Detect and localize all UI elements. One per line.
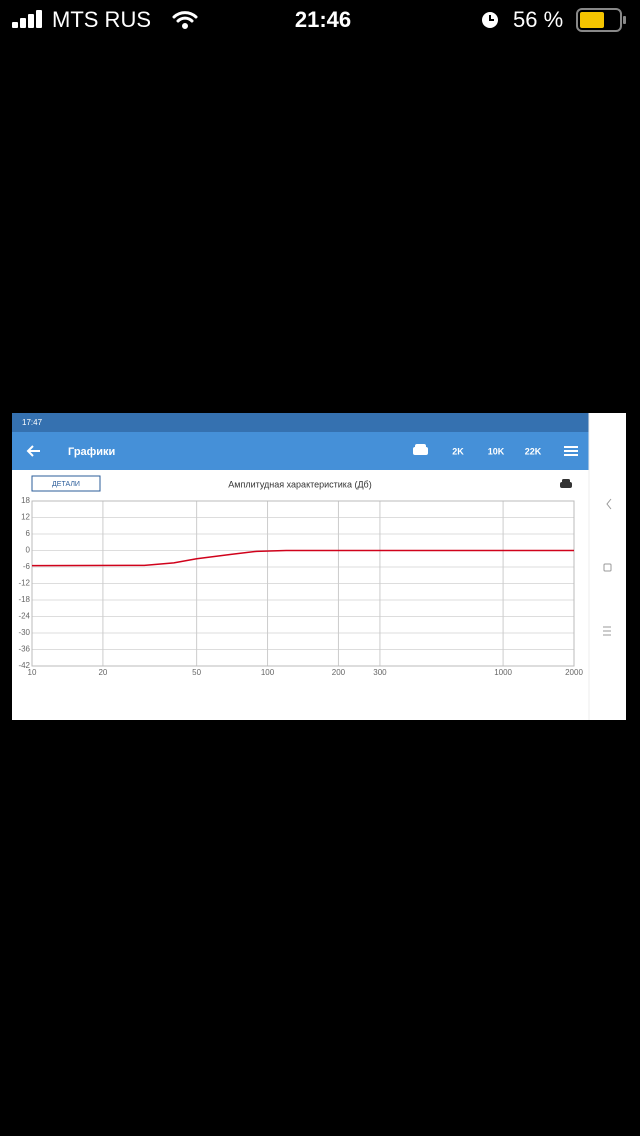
android-status-bar <box>12 413 589 432</box>
action-button[interactable]: 10K <box>488 446 505 456</box>
action-button[interactable]: 2K <box>452 446 464 456</box>
x-tick-label: 20 <box>98 668 107 677</box>
y-tick-label: -42 <box>18 661 30 670</box>
plot-frame <box>31 500 575 667</box>
y-tick-label: -6 <box>23 562 31 571</box>
details-label: ДЕТАЛИ <box>52 481 80 488</box>
nav-back[interactable] <box>606 498 612 510</box>
x-tick-label: 200 <box>332 668 346 677</box>
x-tick-label: 100 <box>261 668 275 677</box>
action-button[interactable]: 22K <box>525 446 542 456</box>
y-tick-label: 18 <box>21 496 30 505</box>
back-button[interactable] <box>26 445 40 457</box>
y-tick-label: -24 <box>18 612 30 621</box>
x-tick-label: 1000 <box>494 668 512 677</box>
clock: 21:46 <box>295 7 351 32</box>
x-tick-label: 2000 <box>565 668 583 677</box>
x-tick-label: 10 <box>28 668 37 677</box>
y-tick-label: -18 <box>18 595 30 604</box>
y-tick-label: -36 <box>18 645 30 654</box>
y-tick-label: -30 <box>18 628 30 637</box>
car-button[interactable] <box>413 444 428 455</box>
nav-home[interactable] <box>603 563 612 572</box>
app-bar <box>12 432 589 470</box>
menu-button[interactable] <box>564 446 578 456</box>
battery-icon <box>576 8 626 32</box>
response-line <box>31 549 574 567</box>
car-icon <box>560 479 572 488</box>
android-time: 17:47 <box>22 418 43 427</box>
y-tick-label: -12 <box>18 579 30 588</box>
battery-percent: 56 % <box>513 7 563 32</box>
app-title: Графики <box>68 446 115 458</box>
details-button[interactable] <box>31 475 101 492</box>
y-tick-label: 6 <box>26 529 31 538</box>
nav-menu[interactable] <box>603 626 611 636</box>
y-tick-label: 12 <box>21 513 30 522</box>
y-tick-label: 0 <box>26 546 31 555</box>
x-tick-label: 300 <box>373 668 387 677</box>
alarm-icon <box>482 12 498 28</box>
wifi-icon <box>172 11 198 29</box>
x-tick-label: 50 <box>192 668 201 677</box>
carrier: MTS RUS <box>52 7 151 32</box>
signal-icon <box>12 10 42 28</box>
chart-title: Амплитудная характеристика (Дб) <box>228 479 371 489</box>
